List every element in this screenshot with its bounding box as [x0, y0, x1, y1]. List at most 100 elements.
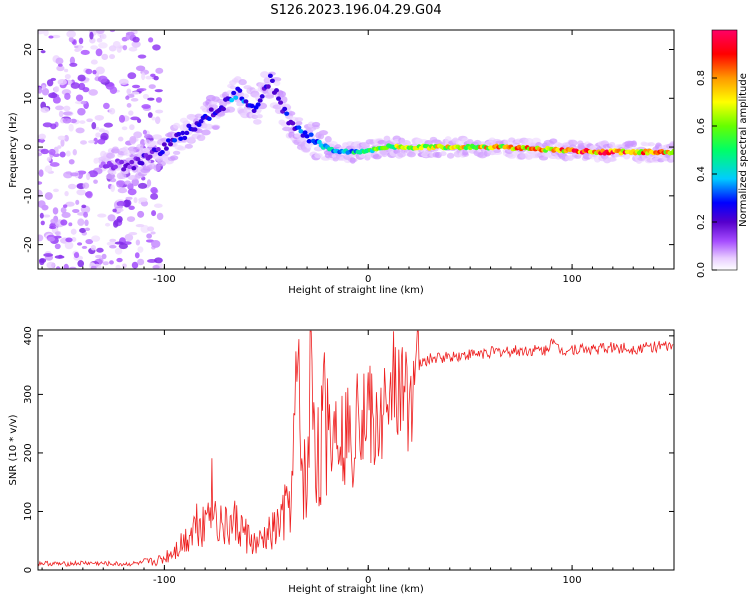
ridge-blob [267, 73, 273, 79]
halo-blob [287, 111, 296, 116]
spectrogram-ylabel: Frequency (Hz) [8, 112, 19, 188]
noise-blob [135, 65, 146, 72]
y-tick-label: 20 [23, 43, 34, 56]
noise-blob [77, 74, 86, 82]
noise-blob [54, 243, 61, 250]
halo-blob [314, 152, 323, 159]
y-tick-label: 0 [23, 567, 34, 573]
halo-blob [349, 157, 356, 164]
noise-blob [58, 110, 64, 118]
noise-blob [65, 150, 71, 157]
noise-blob [100, 33, 107, 40]
noise-blob [38, 181, 43, 185]
noise-blob [60, 207, 67, 214]
noise-blob [142, 129, 147, 135]
noise-blob [142, 93, 150, 100]
noise-blob [43, 30, 49, 37]
spectrogram-marks [38, 30, 674, 269]
noise-blob [66, 30, 77, 38]
noise-blob [73, 252, 80, 259]
halo-blob [406, 151, 416, 158]
noise-blob [151, 239, 161, 248]
ridge-blob [306, 139, 312, 144]
noise-blob [93, 158, 99, 164]
noise-blob [60, 138, 65, 147]
noise-blob [114, 247, 123, 255]
noise-blob [156, 212, 164, 221]
noise-blob [94, 114, 105, 121]
colorbar-label: Normalized spectral amplitude [738, 73, 749, 227]
noise-blob [137, 258, 145, 266]
noise-blob [147, 112, 153, 118]
ridge-blob [257, 98, 263, 103]
noise-blob [77, 107, 86, 116]
halo-blob [263, 77, 271, 84]
noise-blob [46, 79, 54, 87]
noise-blob [133, 131, 143, 139]
noise-blob [48, 35, 54, 39]
noise-blob [117, 187, 128, 194]
noise-blob [70, 172, 79, 177]
halo-blob [209, 100, 218, 106]
snr-panel: -100 0 100 0 100 200 300 400 Height of straight… [8, 326, 675, 595]
noise-blob [90, 265, 97, 269]
noise-blob [126, 103, 132, 108]
noise-blob [63, 263, 69, 269]
noise-blob [69, 62, 78, 67]
noise-blob [57, 145, 62, 149]
noise-blob [74, 47, 82, 52]
noise-blob [39, 258, 47, 263]
noise-blob [137, 182, 148, 189]
noise-blob [84, 227, 91, 231]
x-tick-label: -100 [153, 575, 176, 586]
noise-blob [56, 65, 65, 72]
y-tick-label: 300 [23, 385, 34, 404]
noise-blob [123, 199, 131, 208]
noise-blob [126, 216, 136, 222]
noise-blob [128, 205, 135, 211]
noise-blob [128, 232, 138, 236]
ridge-blob [304, 134, 310, 139]
noise-blob [115, 264, 121, 269]
noise-blob [53, 188, 59, 193]
noise-blob [49, 225, 57, 230]
halo-blob [225, 106, 236, 113]
noise-blob [145, 75, 153, 80]
noise-blob [100, 132, 109, 141]
noise-blob [64, 92, 71, 100]
noise-blob [64, 241, 74, 250]
noise-blob [38, 30, 45, 35]
ridge-blob [165, 138, 171, 143]
noise-blob [137, 54, 147, 59]
ridge-blob [255, 102, 261, 107]
halo-blob [184, 143, 193, 149]
halo-blob [172, 150, 181, 155]
noise-blob [95, 66, 105, 75]
y-tick-label: -10 [23, 188, 34, 204]
noise-blob [128, 46, 138, 52]
noise-blob [116, 180, 126, 186]
ridge-blob [269, 78, 275, 84]
halo-blob [462, 149, 469, 156]
noise-blob [93, 179, 98, 184]
ridge-blob [135, 157, 141, 162]
ridge-blob [265, 84, 271, 89]
noise-blob [108, 45, 117, 52]
noise-blob [107, 214, 116, 222]
noise-blob [88, 170, 98, 178]
noise-blob [44, 165, 53, 173]
ridge-blob [308, 132, 314, 137]
halo-blob [170, 155, 179, 161]
noise-blob [57, 254, 63, 259]
ridge-blob [180, 130, 186, 136]
halo-blob [157, 160, 167, 167]
halo-blob [109, 177, 117, 183]
halo-blob [129, 148, 136, 155]
colorbar-tick-label: 0.2 [696, 214, 707, 230]
noise-blob [39, 212, 44, 219]
ridge-blob [302, 130, 308, 135]
halo-blob [253, 119, 262, 125]
noise-blob [154, 116, 161, 125]
ridge-blob [161, 142, 167, 147]
colorbar-ticks: 0.0 0.2 0.4 0.6 0.8 [696, 70, 717, 278]
